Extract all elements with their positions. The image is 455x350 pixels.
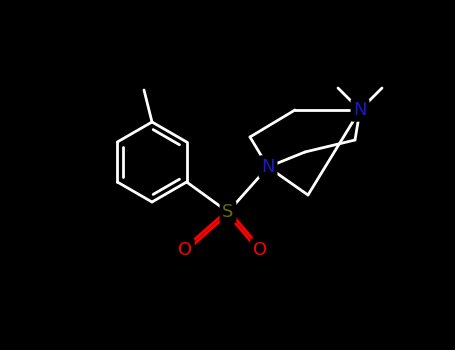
Text: S: S bbox=[222, 203, 234, 221]
Text: O: O bbox=[253, 241, 267, 259]
Text: N: N bbox=[353, 101, 367, 119]
Text: N: N bbox=[261, 158, 275, 176]
Text: O: O bbox=[178, 241, 192, 259]
